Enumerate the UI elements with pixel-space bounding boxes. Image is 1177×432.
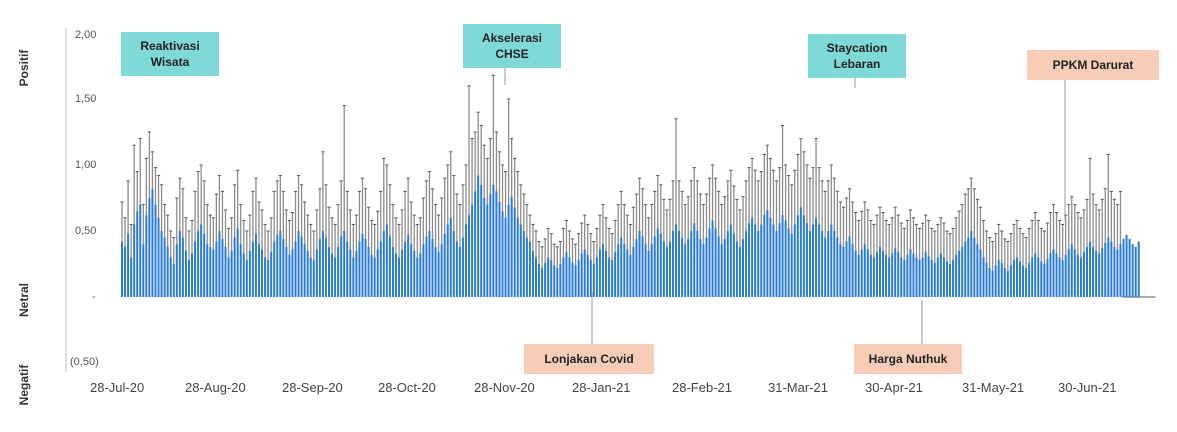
y-tick-zero: -: [92, 291, 96, 303]
annotation-box: [463, 24, 561, 68]
annotation-label: Harga Nuthuk: [869, 352, 948, 366]
annotation-box: [808, 34, 906, 78]
x-tick-label: 28-Nov-20: [474, 380, 535, 395]
y-tick-1.50: 1,50: [75, 93, 96, 105]
y-tick-0.50: 0,50: [75, 225, 96, 237]
annotation-label: CHSE: [495, 47, 528, 61]
y-label-netral: Netral: [17, 283, 31, 317]
annotation-box: [854, 344, 962, 374]
chart-marks: [120, 74, 1156, 298]
y-tick-1.00: 1,00: [75, 159, 96, 171]
x-axis-labels: 28-Jul-20 28-Aug-20 28-Sep-20 28-Oct-20 …: [90, 380, 1117, 395]
annotation-box: [1027, 50, 1159, 80]
y-tick-neg-0.50: (0,50): [70, 356, 99, 368]
annotation-label: PPKM Darurat: [1053, 58, 1134, 72]
annotation-label: Lonjakan Covid: [544, 352, 633, 366]
annotation-label: Staycation: [827, 41, 888, 55]
x-tick-label: 28-Sep-20: [282, 380, 343, 395]
annotation-label: Reaktivasi: [140, 39, 199, 53]
annotation-label: Wisata: [151, 55, 190, 69]
x-tick-label: 28-Jan-21: [572, 380, 631, 395]
annotation-box: [524, 344, 654, 374]
x-tick-label: 30-Jun-21: [1058, 380, 1117, 395]
y-label-negatif: Negatif: [17, 364, 31, 406]
annotation-label: Akselerasi: [482, 31, 542, 45]
annotation-box: [121, 32, 219, 76]
x-tick-label: 31-May-21: [962, 380, 1024, 395]
y-label-positif: Positif: [17, 49, 31, 87]
x-tick-label: 31-Mar-21: [768, 380, 828, 395]
x-tick-label: 28-Feb-21: [672, 380, 732, 395]
x-tick-label: 28-Aug-20: [185, 380, 246, 395]
x-tick-label: 28-Oct-20: [378, 380, 436, 395]
x-tick-label: 28-Jul-20: [90, 380, 144, 395]
x-tick-label: 30-Apr-21: [865, 380, 923, 395]
annotation-label: Lebaran: [834, 57, 881, 71]
y-tick-2.00: 2,00: [75, 29, 96, 41]
annotations: Reaktivasi Wisata Akselerasi CHSE Staycation…: [121, 24, 1159, 374]
